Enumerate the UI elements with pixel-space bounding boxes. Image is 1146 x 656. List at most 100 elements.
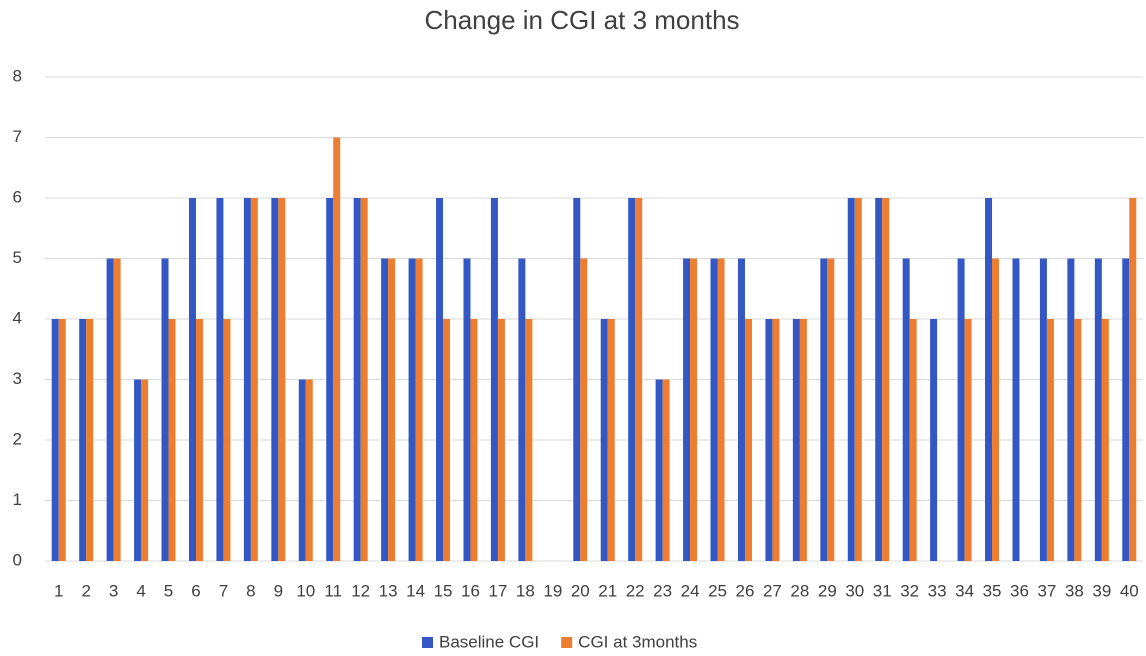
x-tick-label: 6 bbox=[191, 581, 200, 600]
x-tick-label: 4 bbox=[136, 581, 145, 600]
bar bbox=[415, 258, 423, 561]
x-tick-label: 17 bbox=[488, 581, 507, 600]
bar bbox=[188, 198, 196, 561]
legend-swatch bbox=[422, 637, 433, 648]
bar bbox=[243, 198, 251, 561]
bar bbox=[305, 379, 313, 561]
bar bbox=[717, 258, 725, 561]
x-tick-label: 34 bbox=[955, 581, 974, 600]
bar bbox=[408, 258, 416, 561]
x-tick-label: 15 bbox=[434, 581, 453, 600]
bar bbox=[792, 319, 800, 561]
bar bbox=[497, 319, 505, 561]
bar bbox=[250, 198, 258, 561]
bar bbox=[875, 198, 883, 561]
bar bbox=[436, 198, 444, 561]
legend-swatch bbox=[561, 637, 573, 648]
bar bbox=[195, 319, 203, 561]
bar bbox=[168, 319, 176, 561]
x-tick-label: 7 bbox=[219, 581, 228, 600]
bar bbox=[58, 319, 66, 561]
bar bbox=[765, 319, 773, 561]
x-tick-label: 1 bbox=[54, 581, 63, 600]
bar bbox=[79, 319, 87, 561]
bar bbox=[1074, 319, 1082, 561]
x-tick-label: 39 bbox=[1092, 581, 1111, 600]
x-tick-label: 21 bbox=[598, 581, 617, 600]
bar bbox=[985, 198, 993, 561]
bar bbox=[278, 198, 286, 561]
bar bbox=[463, 258, 471, 561]
x-tick-label: 25 bbox=[708, 581, 727, 600]
bar bbox=[525, 319, 533, 561]
x-tick-label: 3 bbox=[109, 581, 118, 600]
bar bbox=[820, 258, 828, 561]
bar bbox=[86, 319, 94, 561]
bar bbox=[580, 258, 588, 561]
bar bbox=[847, 198, 855, 561]
chart-title: Change in CGI at 3 months bbox=[424, 5, 739, 35]
x-tick-label: 23 bbox=[653, 581, 672, 600]
bar bbox=[443, 319, 451, 561]
y-tick-label: 5 bbox=[13, 248, 22, 267]
x-tick-label: 27 bbox=[763, 581, 782, 600]
bar bbox=[360, 198, 368, 561]
x-tick-label: 40 bbox=[1120, 581, 1139, 600]
x-tick-label: 12 bbox=[351, 581, 370, 600]
y-tick-label: 6 bbox=[13, 187, 22, 206]
x-tick-label: 10 bbox=[296, 581, 315, 600]
bar bbox=[1129, 198, 1137, 561]
bar bbox=[271, 198, 279, 561]
bar bbox=[134, 379, 142, 561]
bar bbox=[600, 319, 608, 561]
bar bbox=[470, 319, 478, 561]
bar bbox=[326, 198, 334, 561]
bar bbox=[106, 258, 114, 561]
bar bbox=[51, 319, 59, 561]
bar bbox=[161, 258, 169, 561]
bar bbox=[909, 319, 917, 561]
y-tick-label: 7 bbox=[13, 127, 22, 146]
bar bbox=[518, 258, 526, 561]
x-tick-label: 22 bbox=[626, 581, 645, 600]
bar bbox=[827, 258, 835, 561]
x-tick-label: 33 bbox=[928, 581, 947, 600]
bar bbox=[683, 258, 691, 561]
y-tick-label: 4 bbox=[13, 308, 22, 327]
bar bbox=[1067, 258, 1075, 561]
bar bbox=[573, 198, 581, 561]
x-tick-label: 20 bbox=[571, 581, 590, 600]
x-tick-label: 37 bbox=[1037, 581, 1056, 600]
x-tick-label: 26 bbox=[736, 581, 755, 600]
x-tick-label: 19 bbox=[543, 581, 562, 600]
x-tick-label: 9 bbox=[274, 581, 283, 600]
x-tick-label: 5 bbox=[164, 581, 173, 600]
bar bbox=[1039, 258, 1047, 561]
y-tick-label: 0 bbox=[13, 550, 22, 569]
legend-label: Baseline CGI bbox=[439, 632, 539, 651]
bar bbox=[690, 258, 698, 561]
legend-label: CGI at 3months bbox=[578, 632, 697, 651]
bar bbox=[1094, 258, 1102, 561]
x-tick-label: 24 bbox=[681, 581, 700, 600]
bar bbox=[737, 258, 745, 561]
bar bbox=[113, 258, 121, 561]
bar bbox=[1122, 258, 1130, 561]
x-tick-label: 2 bbox=[81, 581, 90, 600]
bar bbox=[490, 198, 498, 561]
bar bbox=[902, 258, 910, 561]
bar bbox=[333, 137, 341, 561]
bar bbox=[662, 379, 670, 561]
bar bbox=[635, 198, 643, 561]
x-tick-label: 18 bbox=[516, 581, 535, 600]
bar bbox=[964, 319, 972, 561]
bar bbox=[710, 258, 718, 561]
bar bbox=[628, 198, 636, 561]
x-tick-label: 32 bbox=[900, 581, 919, 600]
bar bbox=[854, 198, 862, 561]
bar bbox=[607, 319, 615, 561]
bar bbox=[298, 379, 306, 561]
bar bbox=[930, 319, 938, 561]
x-tick-label: 16 bbox=[461, 581, 480, 600]
